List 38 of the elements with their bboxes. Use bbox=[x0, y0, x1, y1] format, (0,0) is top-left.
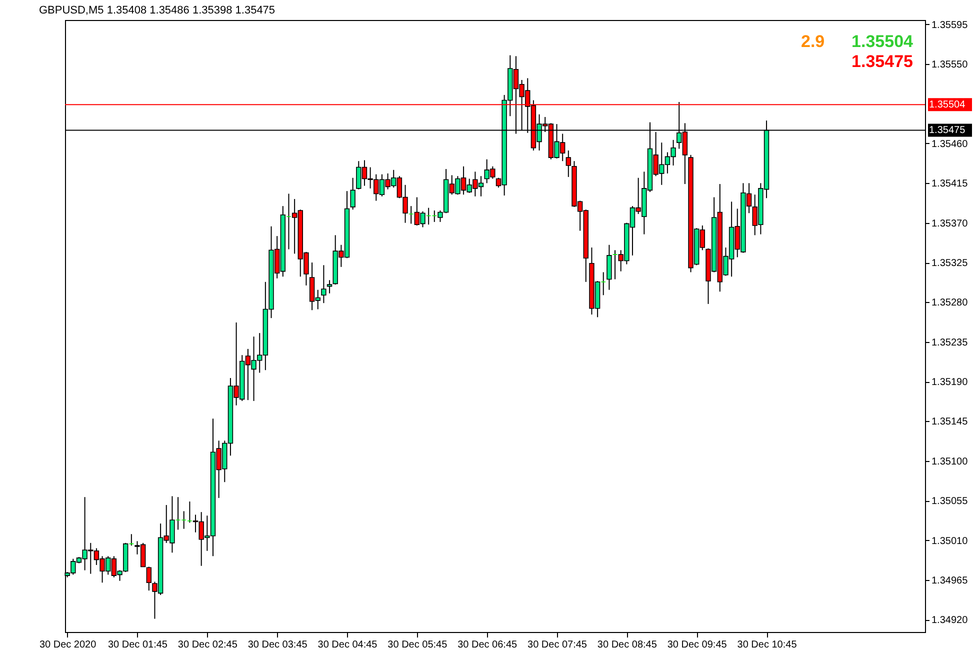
candlestick bbox=[606, 244, 612, 290]
y-tick-label: 1.35595 bbox=[932, 20, 968, 31]
y-tick-label: 1.35145 bbox=[932, 416, 968, 428]
y-tick-label: 1.35055 bbox=[932, 496, 968, 508]
annotation: 1.35504 bbox=[852, 32, 914, 51]
x-tick-label: 30 Dec 10:45 bbox=[737, 640, 798, 650]
x-tick-label: 30 Dec 01:45 bbox=[108, 640, 168, 650]
y-tick-label: 1.35100 bbox=[932, 456, 968, 468]
y-tick-label: 1.35280 bbox=[932, 298, 968, 309]
candlestick bbox=[321, 264, 326, 304]
x-tick-label: 30 Dec 07:45 bbox=[528, 640, 588, 650]
annotation: 2.9 bbox=[801, 32, 825, 51]
y-tick-label: 1.35460 bbox=[932, 138, 968, 150]
y-tick-label: 1.34965 bbox=[932, 575, 968, 586]
x-tick-label: 30 Dec 09:45 bbox=[667, 640, 728, 650]
x-tick-label: 30 Dec 05:45 bbox=[388, 640, 448, 650]
x-tick-label: 30 Dec 03:45 bbox=[248, 640, 308, 650]
ref-line-label: 1.35475 bbox=[929, 125, 966, 136]
x-tick-label: 30 Dec 06:45 bbox=[458, 640, 518, 650]
candlestick bbox=[326, 280, 332, 294]
y-tick-label: 1.35370 bbox=[932, 218, 968, 230]
chart-title: GBPUSD,M5 1.35408 1.35486 1.35398 1.35475 bbox=[38, 4, 276, 16]
y-tick-label: 1.35325 bbox=[932, 258, 968, 270]
x-tick-label: 30 Dec 2020 bbox=[39, 640, 97, 650]
annotation: 1.35475 bbox=[852, 52, 913, 71]
candlestick bbox=[146, 566, 152, 592]
ref-line-label: 1.35504 bbox=[929, 100, 966, 111]
y-tick-label: 1.35010 bbox=[932, 536, 968, 547]
x-tick-label: 30 Dec 02:45 bbox=[178, 640, 238, 650]
candlestick bbox=[350, 177, 356, 210]
y-tick-label: 1.35550 bbox=[932, 60, 968, 71]
x-tick-label: 30 Dec 04:45 bbox=[318, 640, 378, 650]
y-tick-label: 1.35235 bbox=[932, 337, 968, 348]
y-tick-label: 1.35415 bbox=[932, 178, 968, 190]
candlestick bbox=[566, 150, 572, 178]
x-tick-label: 30 Dec 08:45 bbox=[597, 640, 658, 650]
y-tick-label: 1.34920 bbox=[932, 615, 968, 626]
y-tick-label: 1.35190 bbox=[932, 377, 968, 388]
